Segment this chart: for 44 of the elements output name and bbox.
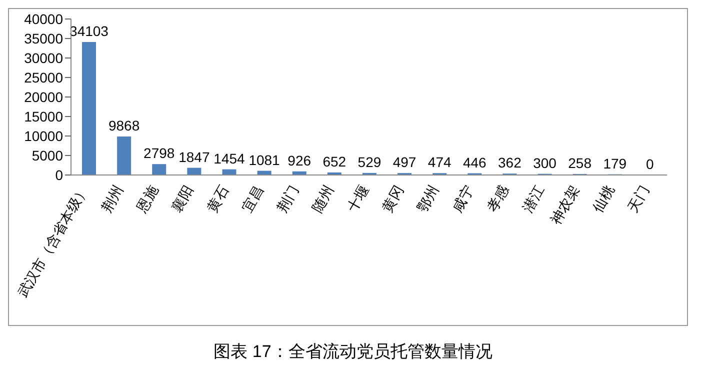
- data-label: 9868: [108, 118, 140, 134]
- x-tick-label: 潜江: [519, 182, 547, 215]
- data-label: 258: [568, 154, 592, 171]
- y-tick-label: 35000: [24, 30, 64, 46]
- y-tick-label: 15000: [24, 108, 64, 124]
- y-tick-label: 20000: [24, 88, 64, 105]
- data-label: 1847: [178, 148, 210, 165]
- data-label: 1081: [248, 152, 280, 168]
- x-tick-label: 荆州: [98, 182, 126, 215]
- y-tick-label: 25000: [24, 69, 64, 86]
- x-tick-label: 咸宁: [448, 182, 477, 215]
- x-tick-label: 恩施: [132, 182, 162, 216]
- y-tick-label: 40000: [24, 10, 64, 27]
- x-tick-label: 十堰: [344, 182, 372, 215]
- data-label: 300: [533, 154, 557, 171]
- text: 图表 17：全省流动党员托管数量情况: [212, 341, 494, 363]
- data-label: 446: [462, 154, 487, 170]
- x-tick-label: 神农架: [547, 182, 582, 227]
- x-tick-label: 天门: [624, 182, 652, 215]
- data-label: 474: [428, 154, 452, 170]
- x-tick-label: 鄂州: [414, 182, 442, 215]
- data-label: 179: [603, 155, 627, 172]
- x-tick-label: 宜昌: [238, 182, 266, 215]
- x-tick-label: 襄阳: [168, 182, 196, 215]
- data-label: 34103: [70, 23, 109, 39]
- x-tick-label: 武汉市（含省本级）: [14, 182, 92, 300]
- x-tick-label: 黄冈: [378, 182, 407, 215]
- x-tick-label: 荆门: [274, 182, 302, 215]
- data-label: 652: [322, 153, 346, 170]
- y-tick-label: 10000: [24, 128, 64, 144]
- x-tick-label: 黄石: [204, 182, 232, 215]
- data-label: 0: [646, 156, 654, 172]
- y-tick-label: 30000: [24, 50, 64, 66]
- x-tick-label: 仙桃: [589, 182, 618, 215]
- data-label: 1454: [214, 150, 246, 166]
- data-label: 2798: [144, 145, 175, 162]
- data-label: 529: [358, 154, 382, 170]
- data-label: 926: [288, 152, 312, 168]
- x-tick-label: 随州: [308, 182, 337, 215]
- x-tick-label: 孝感: [484, 182, 512, 215]
- y-tick-label: 5000: [32, 147, 64, 164]
- data-label: 497: [392, 154, 416, 170]
- data-label: 362: [498, 154, 522, 171]
- y-tick-label: 0: [55, 166, 64, 183]
